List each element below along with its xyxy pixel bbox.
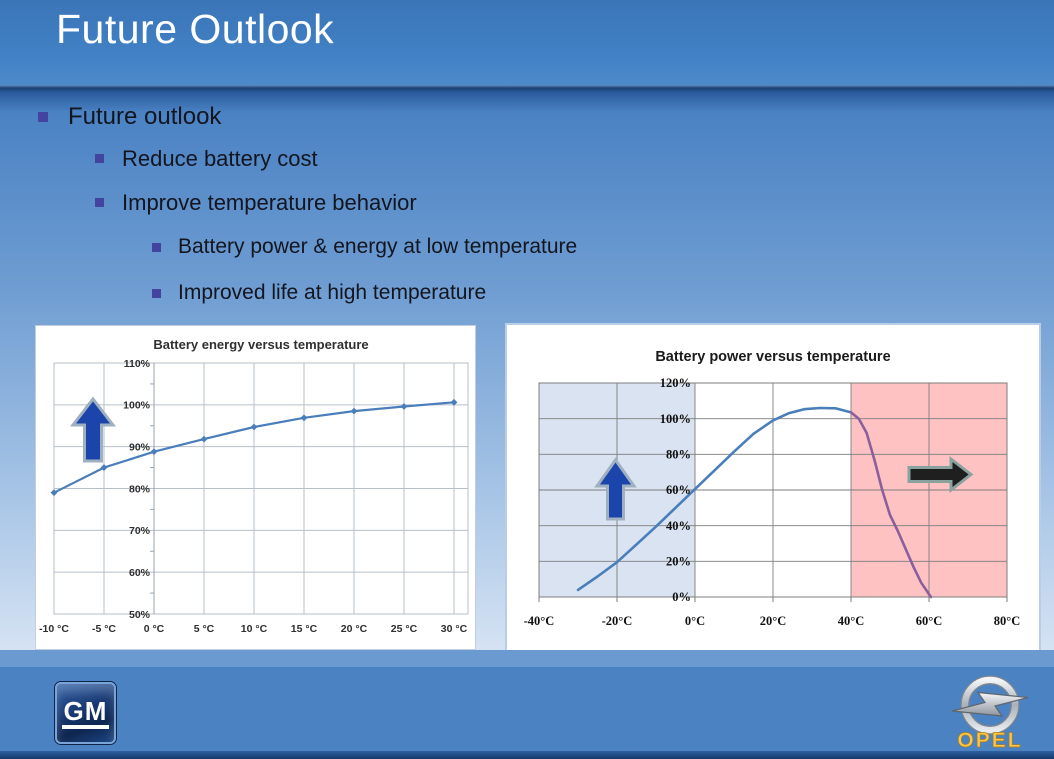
y-tick-label: 100% [660,412,691,426]
y-tick-label: 50% [129,609,151,621]
x-tick-label: 20 °C [341,623,368,635]
chart-title: Battery energy versus temperature [153,337,368,352]
data-marker [150,448,158,456]
slide-header: Future Outlook [0,0,1054,85]
x-tick-label: 25 °C [391,623,418,635]
y-tick-label: 40% [666,519,691,533]
bullet-square-icon [95,154,104,163]
x-tick-label: -20°C [602,614,633,628]
data-line [576,406,853,592]
gm-logo-text: GM [61,698,110,729]
x-tick-label: 10 °C [241,623,268,635]
data-marker [450,398,458,406]
data-marker [100,464,108,471]
bullet-item: Reduce battery cost [95,146,318,171]
y-tick-label: 60% [666,483,691,497]
data-marker [300,414,308,422]
x-tick-label: -5 °C [92,623,116,635]
data-marker [50,489,58,497]
y-tick-label: 80% [129,483,151,495]
bullet-item: Improve temperature behavior [95,190,417,215]
bullet-item: Battery power & energy at low temperatur… [152,235,577,259]
data-line [849,411,933,599]
x-tick-label: 60°C [916,614,943,628]
y-tick-label: 90% [129,441,151,453]
bullet-text: Improved life at high temperature [178,281,487,304]
data-marker [350,407,358,415]
opel-logo: OPEL [951,675,1029,752]
page-title: Future Outlook [56,6,335,52]
y-tick-label: 70% [129,525,151,537]
x-tick-label: -10 °C [39,623,69,635]
bullet-item: Future outlook [38,103,221,131]
x-tick-label: 40°C [838,614,865,628]
opel-logo-text: OPEL [957,729,1022,752]
y-tick-label: 0% [672,590,691,604]
bullet-text: Improve temperature behavior [122,190,417,215]
y-tick-label: 100% [123,400,151,412]
y-tick-label: 80% [666,448,691,462]
bullet-item: Improved life at high temperature [152,281,486,305]
y-tick-label: 120% [660,376,691,390]
bullet-text: Future outlook [68,103,222,130]
opel-blitz-icon [951,675,1029,735]
x-tick-label: 0 °C [144,623,165,635]
x-tick-label: 0°C [685,614,705,628]
x-tick-label: 20°C [760,614,787,628]
bullet-square-icon [95,198,104,207]
footer-band [0,667,1054,751]
data-marker [400,403,408,410]
bullet-square-icon [38,112,48,122]
up-arrow-icon [69,396,117,463]
bullet-square-icon [152,243,161,252]
x-tick-label: 80°C [994,614,1021,628]
x-tick-label: 15 °C [291,623,318,635]
battery-energy-chart: 110% 100% 90% 80% 70% 60% 50% -10 °C -5 °C 0 °C 5 … [39,337,469,635]
chart-title: Battery power versus temperature [655,349,890,365]
up-arrow-icon [594,457,637,521]
chart-battery-power-box: 120% 100% 80% 60% 40% 20% 0% -40°C -20°C 0°C 20°C 4… [505,323,1041,652]
footer-light-band [0,650,1054,667]
bullet-text: Battery power & energy at low temperatur… [178,235,578,258]
x-tick-label: 30 °C [441,623,468,635]
bullet-text: Reduce battery cost [122,146,318,171]
chart-battery-energy-box: 110% 100% 90% 80% 70% 60% 50% -10 °C -5 °C 0 °C 5 … [35,325,476,650]
data-marker [200,435,208,443]
right-arrow-icon [907,455,974,494]
bullet-square-icon [152,289,161,298]
y-tick-label: 110% [124,358,151,370]
y-tick-label: 20% [666,555,691,569]
y-tick-label: 60% [129,567,151,579]
gm-logo: GM [55,682,116,744]
footer-bottom-strip [0,751,1054,759]
x-tick-label: -40°C [524,614,555,628]
x-tick-label: 5 °C [194,623,215,635]
battery-power-chart: 120% 100% 80% 60% 40% 20% 0% -40°C -20°C 0°C 20°C 4… [524,349,1021,628]
